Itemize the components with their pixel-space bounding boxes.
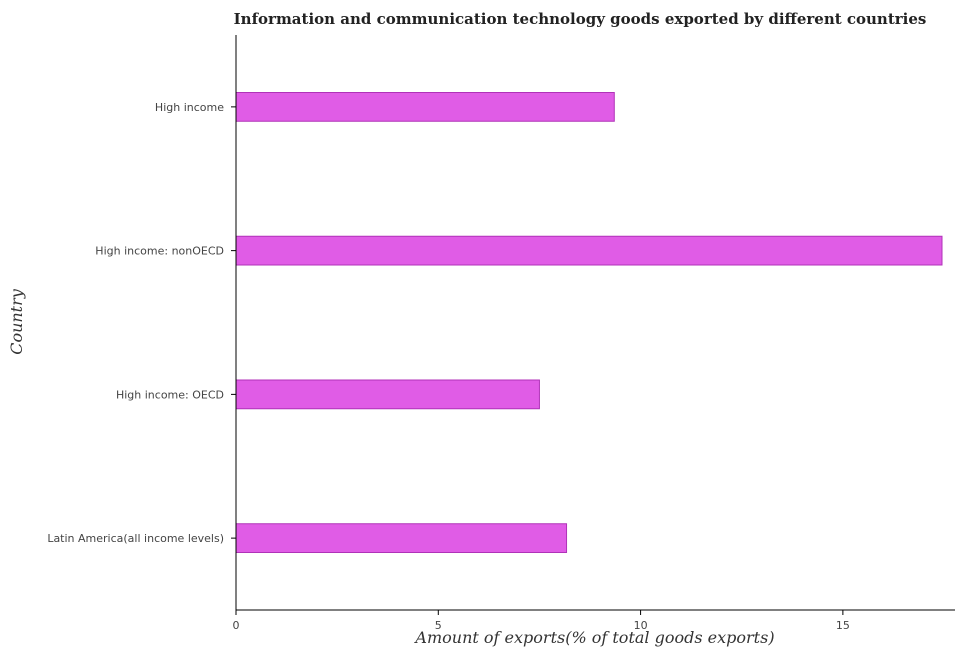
x-tick-label: 15 [836, 619, 850, 632]
x-tick-label: 10 [634, 619, 648, 632]
bar [235, 92, 615, 122]
y-tick-label: High income [155, 101, 224, 114]
plot-area [235, 92, 943, 553]
y-tick-labels: High income High income: nonOECD High inco… [47, 101, 236, 545]
bar [235, 379, 540, 410]
y-axis-title: Country [7, 288, 26, 355]
x-axis-title: Amount of exports(% of total goods expor… [413, 628, 774, 647]
chart-title: Information and communication technology… [234, 10, 927, 28]
x-tick-label: 5 [435, 619, 442, 632]
x-tick-label: 0 [233, 619, 240, 632]
y-tick-label: Latin America(all income levels) [47, 532, 224, 545]
bar [235, 235, 943, 266]
bar [235, 523, 568, 553]
y-tick-label: High income: nonOECD [95, 245, 224, 258]
x-ticks: 0 5 10 15 [233, 610, 850, 632]
y-tick-label: High income: OECD [116, 388, 224, 401]
